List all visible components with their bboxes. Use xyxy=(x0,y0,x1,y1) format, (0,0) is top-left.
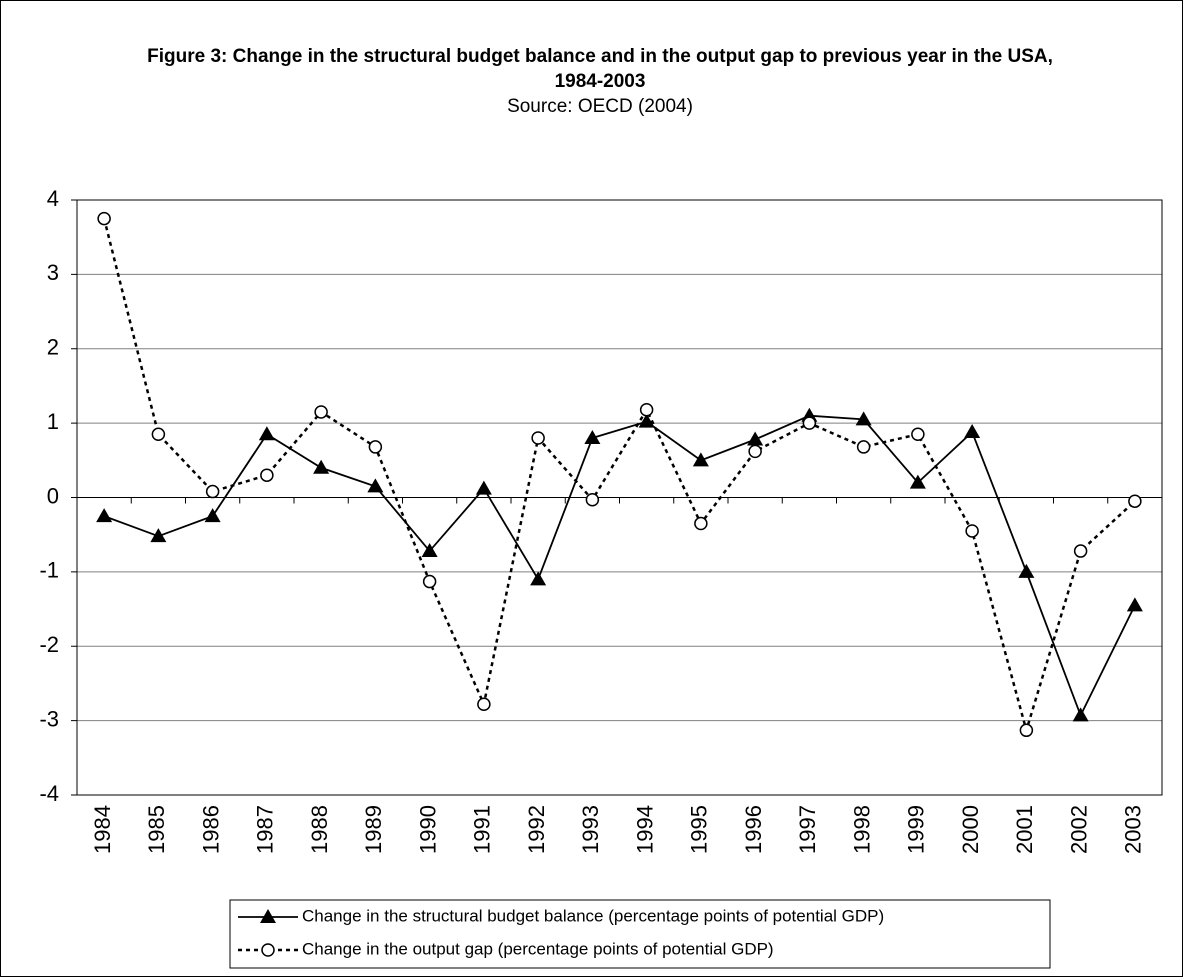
data-point xyxy=(204,508,221,523)
x-tick-label: 1986 xyxy=(198,805,223,854)
y-tick-label: -2 xyxy=(39,632,59,657)
y-tick-label: 4 xyxy=(47,186,59,211)
data-point xyxy=(477,697,491,712)
data-point xyxy=(639,402,654,417)
chart-subtitle: Source: OECD (2004) xyxy=(507,96,693,117)
y-tick-label: -1 xyxy=(39,558,59,583)
data-point xyxy=(475,480,492,495)
y-tick-label: -4 xyxy=(39,781,59,806)
data-point xyxy=(748,444,762,459)
legend-marker xyxy=(261,943,275,957)
y-tick-label: 3 xyxy=(47,260,59,285)
series-line xyxy=(102,218,1136,735)
x-tick-label: 1995 xyxy=(687,805,712,854)
legend-label: Change in the structural budget balance … xyxy=(302,906,884,925)
x-tick-label: 1992 xyxy=(524,805,549,854)
data-point xyxy=(96,508,113,523)
x-tick-label: 1994 xyxy=(632,805,657,854)
data-point xyxy=(1073,544,1088,558)
x-tick-label: 1991 xyxy=(470,805,495,854)
x-tick-label: 1985 xyxy=(144,805,169,854)
data-point xyxy=(150,528,167,543)
data-point xyxy=(1019,723,1034,738)
x-tick-label: 1998 xyxy=(849,805,874,854)
data-point xyxy=(747,431,764,446)
data-point xyxy=(1126,597,1143,612)
data-point xyxy=(151,427,166,442)
data-point xyxy=(314,405,328,419)
x-tick-label: 2002 xyxy=(1066,805,1091,854)
series-line xyxy=(103,414,1136,718)
x-tick-label: 1989 xyxy=(361,805,386,854)
data-point xyxy=(694,516,708,531)
x-tick-label: 1988 xyxy=(307,805,332,854)
legend-box xyxy=(229,899,1051,969)
data-point xyxy=(802,416,817,430)
x-tick-label: 1987 xyxy=(253,805,278,854)
y-tick-label: 1 xyxy=(47,409,59,434)
x-tick-label: 1993 xyxy=(578,805,603,854)
data-point xyxy=(260,468,274,482)
data-point xyxy=(530,571,547,586)
data-point xyxy=(692,452,709,467)
x-tick-label: 1990 xyxy=(415,805,440,854)
data-point xyxy=(911,427,925,442)
data-point xyxy=(258,426,275,441)
data-point xyxy=(531,431,545,445)
data-point xyxy=(964,424,981,439)
x-tick-label: 2003 xyxy=(1121,805,1146,854)
x-tick-label: 2001 xyxy=(1012,805,1037,854)
data-point xyxy=(313,459,330,474)
data-point xyxy=(367,478,384,493)
data-point xyxy=(638,413,655,428)
data-point xyxy=(97,211,111,226)
data-point xyxy=(856,440,871,454)
y-tick-label: 0 xyxy=(47,483,59,508)
legend-label: Change in the output gap (percentage poi… xyxy=(302,939,774,958)
data-point xyxy=(1018,563,1035,578)
data-point xyxy=(1128,494,1142,508)
data-point xyxy=(855,411,872,426)
data-point xyxy=(422,574,437,589)
data-point xyxy=(585,492,600,507)
x-tick-label: 2000 xyxy=(958,805,983,854)
data-point xyxy=(368,440,383,454)
data-point xyxy=(205,484,220,499)
x-tick-label: 1997 xyxy=(795,805,820,854)
data-point xyxy=(584,430,601,444)
y-tick-label: 2 xyxy=(47,335,59,360)
data-point xyxy=(909,474,926,489)
legend-marker xyxy=(260,909,276,923)
data-point xyxy=(421,543,438,558)
x-tick-label: 1984 xyxy=(90,805,115,854)
data-point xyxy=(1072,707,1089,722)
y-tick-label: -3 xyxy=(39,706,59,731)
x-tick-label: 1999 xyxy=(904,805,929,854)
data-point xyxy=(965,524,979,538)
chart-title: Figure 3: Change in the structural budge… xyxy=(147,46,1053,92)
x-tick-label: 1996 xyxy=(741,805,766,854)
